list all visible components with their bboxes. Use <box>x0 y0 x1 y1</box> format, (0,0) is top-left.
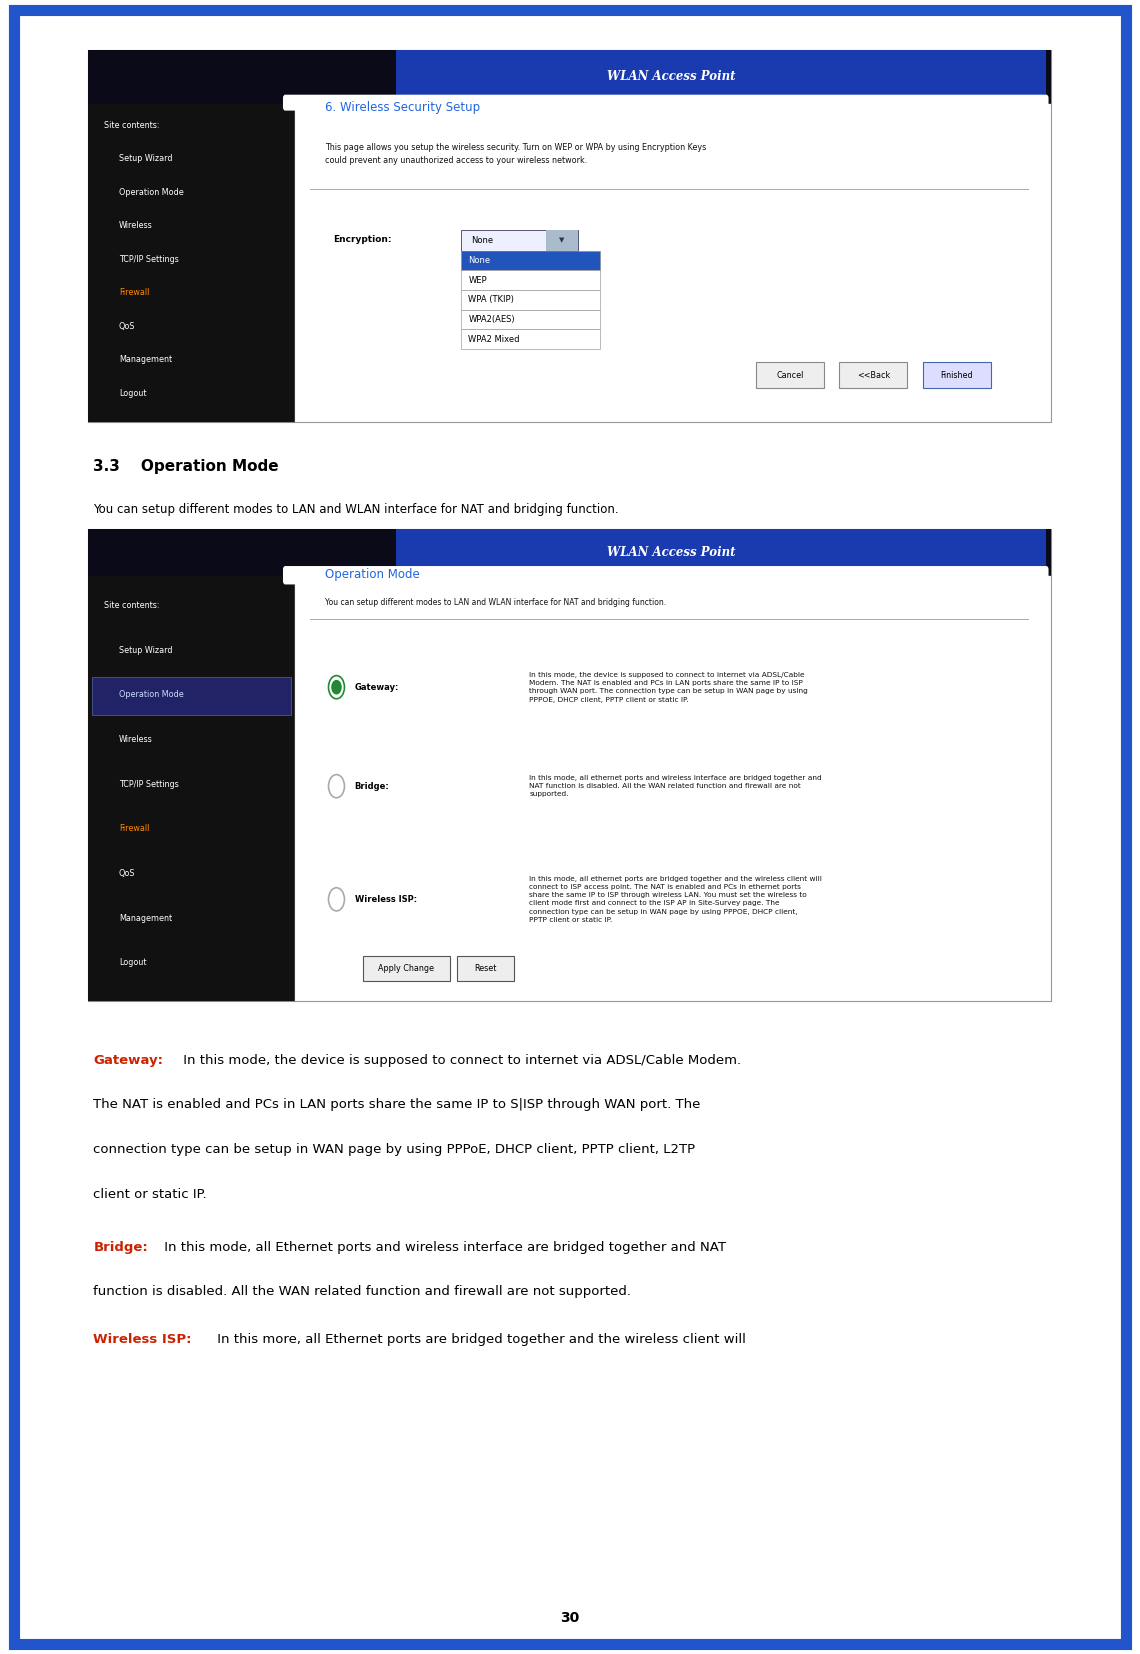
Text: Reset: Reset <box>474 964 497 973</box>
Text: Cancel: Cancel <box>776 370 804 380</box>
FancyBboxPatch shape <box>922 362 991 389</box>
Text: Encryption:: Encryption: <box>333 235 391 243</box>
FancyBboxPatch shape <box>92 676 291 715</box>
Text: WEP: WEP <box>469 276 487 284</box>
Text: WPA2 Mixed: WPA2 Mixed <box>469 334 520 344</box>
Text: In this mode, all Ethernet ports and wireless interface are bridged together and: In this mode, all Ethernet ports and wir… <box>160 1240 725 1254</box>
Text: function is disabled. All the WAN related function and firewall are not supporte: function is disabled. All the WAN relate… <box>93 1285 632 1298</box>
Text: Finished: Finished <box>940 370 972 380</box>
Text: In this mode, all ethernet ports are bridged together and the wireless client wi: In this mode, all ethernet ports are bri… <box>529 875 822 923</box>
FancyBboxPatch shape <box>283 566 1049 584</box>
Circle shape <box>332 680 341 693</box>
FancyBboxPatch shape <box>756 362 824 389</box>
FancyBboxPatch shape <box>88 577 295 1001</box>
Text: Wireless ISP:: Wireless ISP: <box>93 1333 192 1346</box>
Text: WPA2(AES): WPA2(AES) <box>469 316 515 324</box>
Text: Wireless: Wireless <box>119 734 153 744</box>
Text: TCP/IP Settings: TCP/IP Settings <box>119 255 179 265</box>
FancyBboxPatch shape <box>295 104 1051 422</box>
FancyBboxPatch shape <box>462 329 600 349</box>
Text: QoS: QoS <box>119 323 136 331</box>
Text: Bridge:: Bridge: <box>355 782 390 791</box>
Text: Operation Mode: Operation Mode <box>119 189 184 197</box>
Text: In this mode, the device is supposed to connect to internet via ADSL/Cable Modem: In this mode, the device is supposed to … <box>179 1054 741 1067</box>
FancyBboxPatch shape <box>462 289 600 309</box>
Text: Wireless ISP:: Wireless ISP: <box>355 895 417 903</box>
FancyBboxPatch shape <box>462 309 600 329</box>
FancyBboxPatch shape <box>88 529 1051 1001</box>
FancyBboxPatch shape <box>839 362 907 389</box>
Text: None: None <box>469 256 490 265</box>
Text: This page allows you setup the wireless security. Turn on WEP or WPA by using En: This page allows you setup the wireless … <box>325 144 707 164</box>
Text: None: None <box>471 237 492 245</box>
Text: Site contents:: Site contents: <box>105 600 160 610</box>
FancyBboxPatch shape <box>457 956 514 981</box>
Text: Setup Wizard: Setup Wizard <box>119 154 172 164</box>
Text: connection type can be setup in WAN page by using PPPoE, DHCP client, PPTP clien: connection type can be setup in WAN page… <box>93 1143 695 1156</box>
Text: Bridge:: Bridge: <box>93 1240 148 1254</box>
FancyBboxPatch shape <box>462 230 578 251</box>
FancyBboxPatch shape <box>88 529 1051 577</box>
Text: WPA (TKIP): WPA (TKIP) <box>469 296 514 304</box>
Text: Site contents:: Site contents: <box>105 121 160 131</box>
Text: WLAN Access Point: WLAN Access Point <box>606 69 735 83</box>
Text: Management: Management <box>119 913 172 923</box>
Text: You can setup different modes to LAN and WLAN interface for NAT and bridging fun: You can setup different modes to LAN and… <box>93 503 619 516</box>
Text: Management: Management <box>119 356 172 364</box>
FancyBboxPatch shape <box>283 94 1049 111</box>
Text: Gateway:: Gateway: <box>355 683 399 691</box>
Text: Logout: Logout <box>119 389 146 399</box>
Text: Operation Mode: Operation Mode <box>325 567 420 581</box>
FancyBboxPatch shape <box>88 50 1051 422</box>
Text: In this mode, all ethernet ports and wireless interface are bridged together and: In this mode, all ethernet ports and wir… <box>529 776 822 797</box>
Text: WLAN Access Point: WLAN Access Point <box>606 546 735 559</box>
Text: Logout: Logout <box>119 958 146 968</box>
Text: QoS: QoS <box>119 868 136 878</box>
Text: In this mode, the device is supposed to connect to internet via ADSL/Cable
Modem: In this mode, the device is supposed to … <box>529 672 808 703</box>
Text: Firewall: Firewall <box>119 288 149 298</box>
Text: 3.3    Operation Mode: 3.3 Operation Mode <box>93 458 279 475</box>
FancyBboxPatch shape <box>462 270 600 289</box>
Text: You can setup different modes to LAN and WLAN interface for NAT and bridging fun: You can setup different modes to LAN and… <box>325 597 666 607</box>
Text: Firewall: Firewall <box>119 824 149 834</box>
FancyBboxPatch shape <box>295 577 1051 1001</box>
FancyBboxPatch shape <box>363 956 450 981</box>
Text: Gateway:: Gateway: <box>93 1054 163 1067</box>
FancyBboxPatch shape <box>546 230 578 251</box>
Text: Setup Wizard: Setup Wizard <box>119 645 172 655</box>
Text: <<Back: <<Back <box>857 370 890 380</box>
Text: The NAT is enabled and PCs in LAN ports share the same IP to S|ISP through WAN p: The NAT is enabled and PCs in LAN ports … <box>93 1098 701 1111</box>
FancyBboxPatch shape <box>396 50 1047 104</box>
Text: Operation Mode: Operation Mode <box>119 690 184 700</box>
Text: Wireless: Wireless <box>119 222 153 230</box>
FancyBboxPatch shape <box>396 529 1047 577</box>
FancyBboxPatch shape <box>462 251 600 270</box>
FancyBboxPatch shape <box>88 50 1051 104</box>
Text: TCP/IP Settings: TCP/IP Settings <box>119 779 179 789</box>
Text: client or static IP.: client or static IP. <box>93 1188 207 1201</box>
Text: Apply Change: Apply Change <box>378 964 434 973</box>
Text: ▼: ▼ <box>560 237 564 243</box>
Text: 30: 30 <box>561 1611 579 1624</box>
FancyBboxPatch shape <box>88 104 295 422</box>
Text: In this more, all Ethernet ports are bridged together and the wireless client wi: In this more, all Ethernet ports are bri… <box>213 1333 746 1346</box>
Text: 6. Wireless Security Setup: 6. Wireless Security Setup <box>325 101 480 114</box>
